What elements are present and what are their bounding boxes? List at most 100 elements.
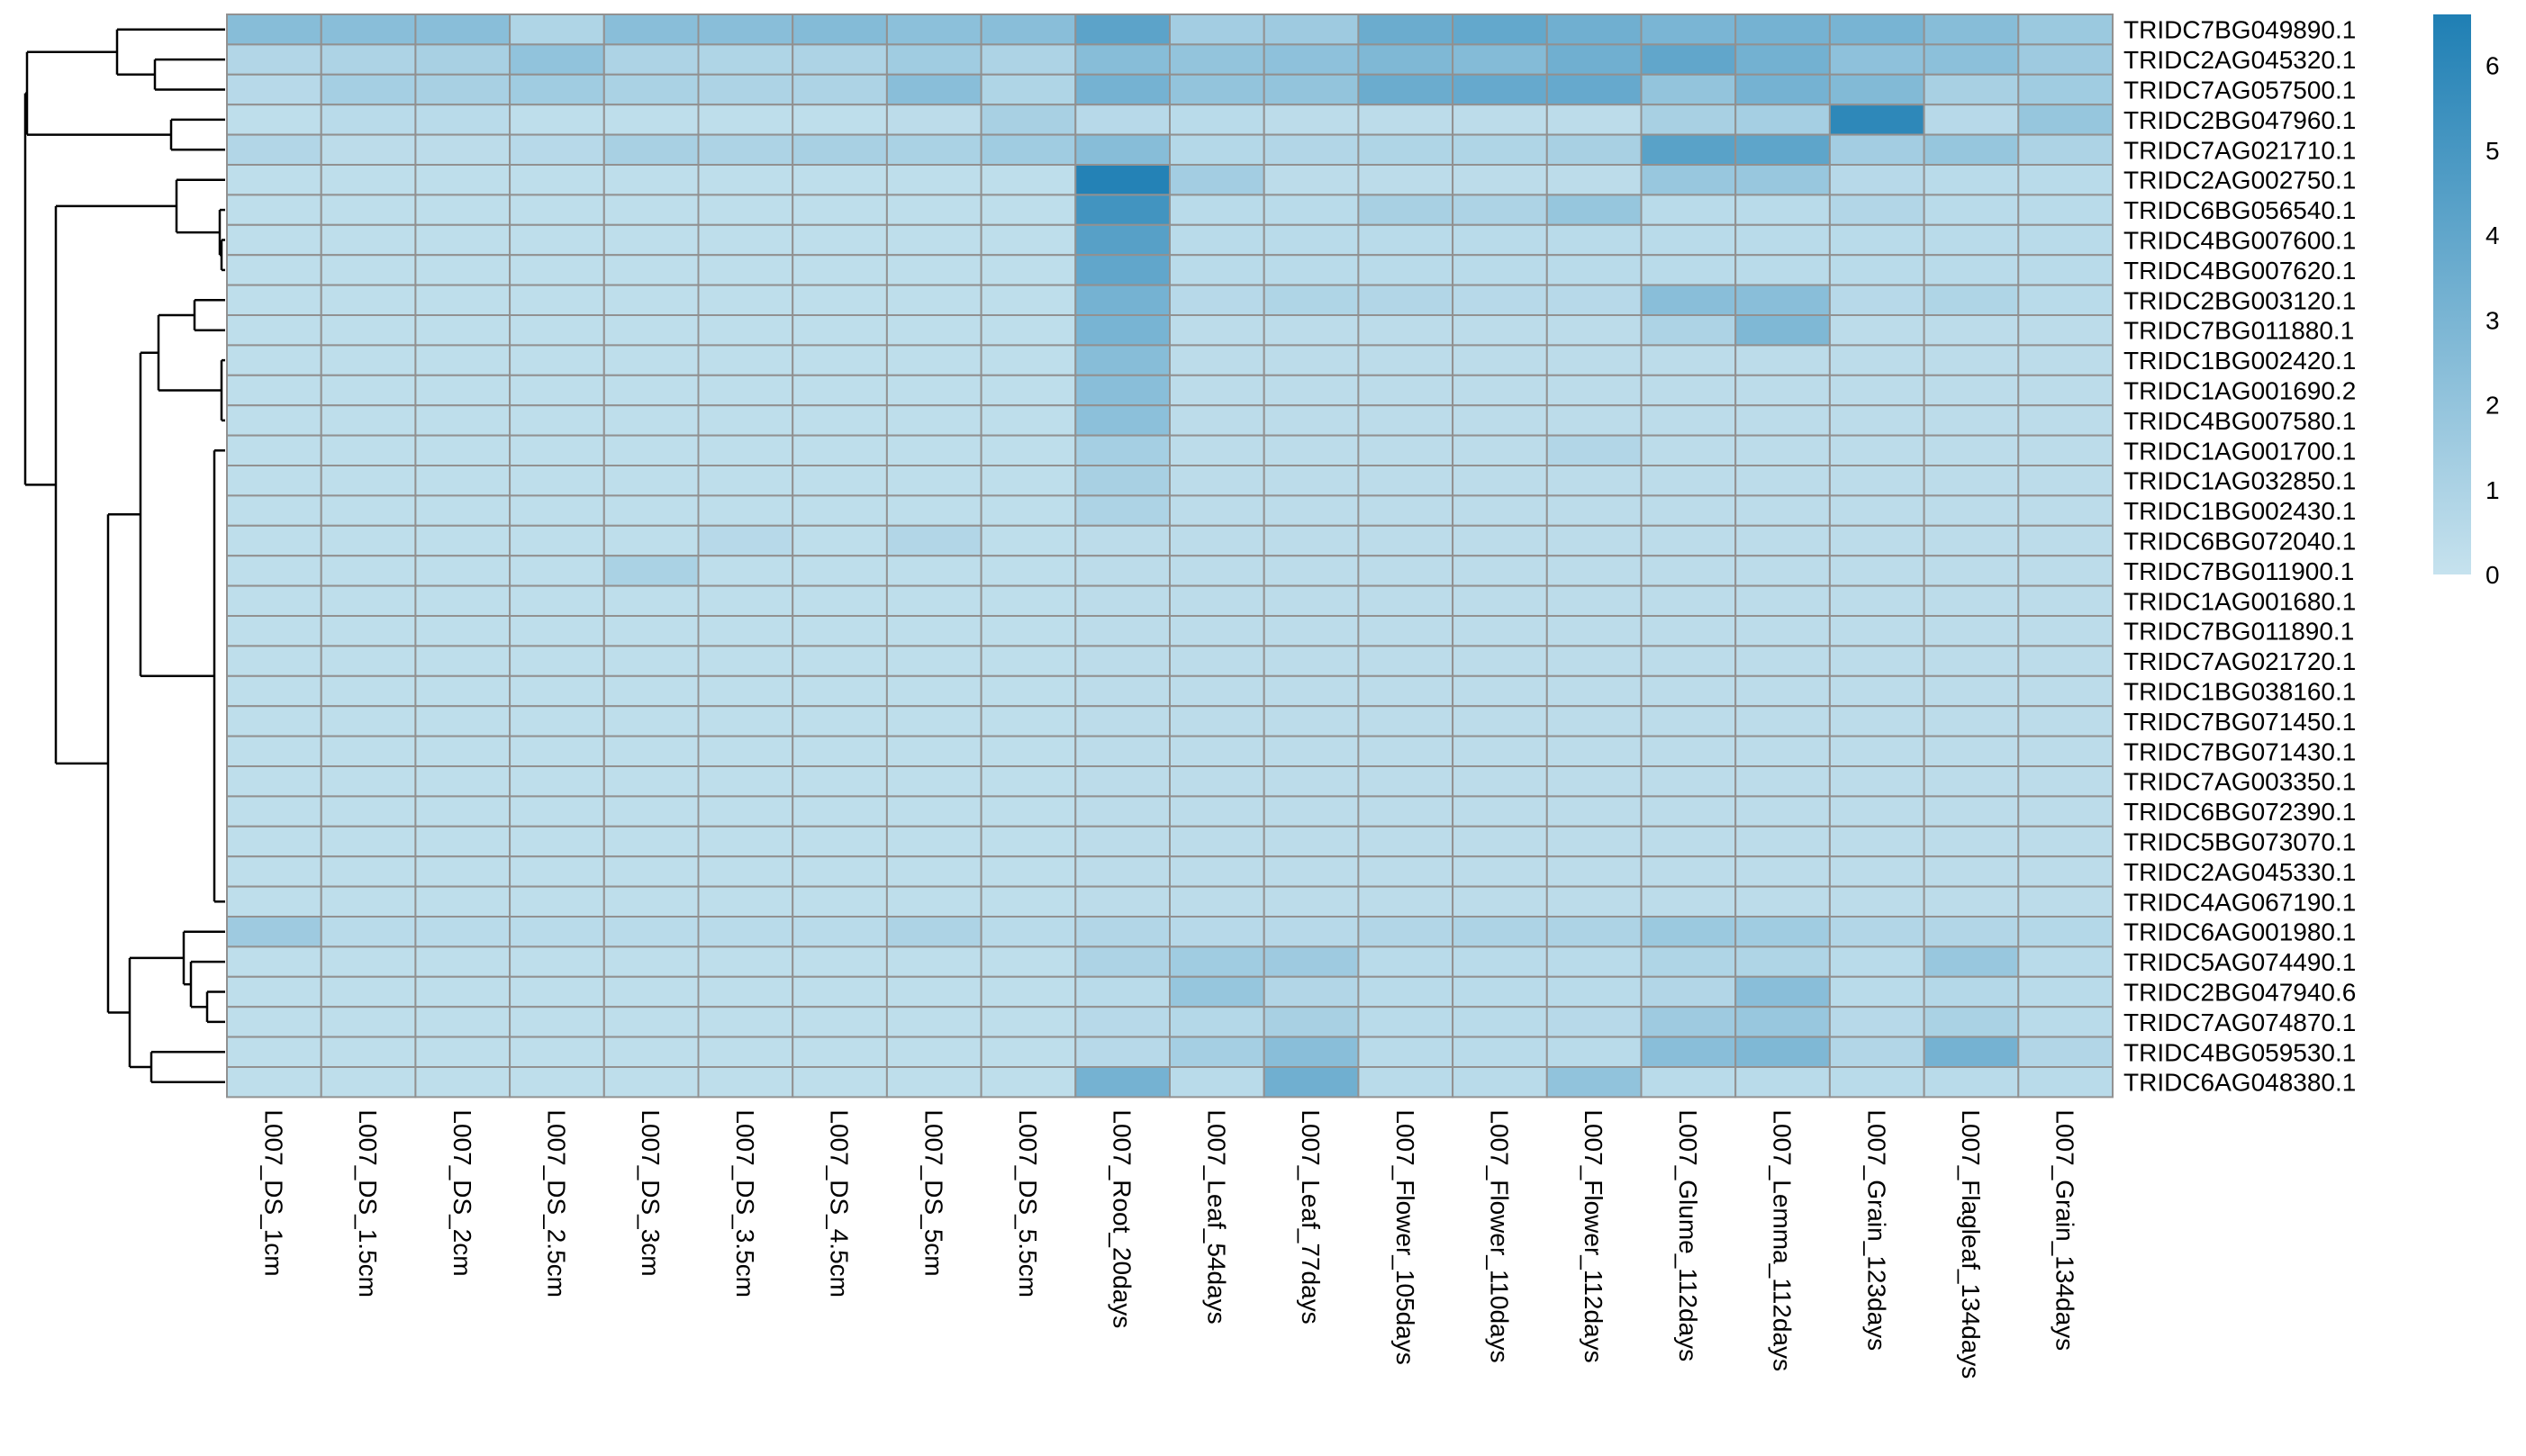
heatmap-cell (1263, 194, 1360, 226)
heatmap-cell (1640, 73, 1737, 106)
heatmap-cell (226, 104, 322, 136)
heatmap-cell (1169, 584, 1265, 617)
heatmap-cell (602, 765, 700, 798)
heatmap-cell (1357, 43, 1454, 76)
row-label: TRIDC7BG071450.1 (2123, 708, 2356, 736)
heatmap-cell (1734, 735, 1831, 767)
heatmap-cell (2017, 1066, 2114, 1099)
heatmap-cell (1923, 43, 2020, 76)
heatmap-cell (885, 795, 982, 827)
heatmap-cell (885, 885, 982, 918)
heatmap-cell (1545, 615, 1643, 647)
heatmap-cell (320, 434, 417, 467)
heatmap-cell (1923, 1035, 2020, 1068)
heatmap-cell (1545, 223, 1643, 257)
heatmap-cell (1828, 855, 1925, 888)
heatmap-cell (1074, 14, 1172, 46)
heatmap-cell (2017, 615, 2114, 647)
heatmap-cell (602, 885, 700, 918)
heatmap-cell (885, 254, 982, 286)
heatmap-cell (1263, 284, 1360, 317)
heatmap-cell (885, 916, 982, 948)
heatmap-cell (792, 73, 888, 106)
heatmap-cell (1074, 194, 1172, 226)
row-label: TRIDC7BG071430.1 (2123, 737, 2356, 765)
heatmap-cell (1263, 765, 1360, 798)
heatmap-cell (1074, 916, 1172, 948)
column-label: L007_Glume_112days (1674, 1109, 1702, 1361)
heatmap-cell (226, 705, 322, 737)
column-label: L007_DS_1.5cm (354, 1109, 382, 1298)
heatmap-cell (697, 555, 794, 587)
heatmap-cell (320, 223, 417, 257)
heatmap-cell (885, 855, 982, 888)
heatmap-cell (1640, 825, 1737, 858)
heatmap-cell (1734, 765, 1831, 798)
heatmap-cell (980, 795, 1077, 827)
heatmap-cell (885, 194, 982, 226)
heatmap-cell (414, 555, 512, 587)
heatmap-cell (1828, 43, 1925, 76)
heatmap-cell (1923, 825, 2020, 858)
heatmap-cell (2017, 374, 2114, 407)
heatmap-cell (1452, 945, 1548, 978)
column-label: L007_Grain_123days (1862, 1109, 1890, 1351)
heatmap-cell (414, 674, 512, 708)
heatmap-cell (1169, 164, 1265, 196)
heatmap-cell (1357, 223, 1454, 257)
heatmap-cell (1545, 465, 1643, 497)
heatmap-cell (792, 795, 888, 827)
heatmap-cell (1263, 645, 1360, 677)
heatmap-cell (1828, 916, 1925, 948)
heatmap-cell (1923, 254, 2020, 286)
heatmap-cell (320, 43, 417, 76)
heatmap-cell (1828, 104, 1925, 136)
heatmap-cell (1074, 133, 1172, 167)
heatmap-cell (509, 735, 605, 767)
heatmap-cell (1169, 885, 1265, 918)
heatmap-cell (1545, 104, 1643, 136)
column-label: L007_DS_5.5cm (1014, 1109, 1042, 1298)
heatmap-cell (320, 404, 417, 437)
heatmap-cell (792, 1006, 888, 1038)
heatmap-cell (1545, 73, 1643, 106)
column-label: L007_Flower_112days (1580, 1109, 1607, 1362)
heatmap-cell (1828, 194, 1925, 226)
heatmap-cell (885, 615, 982, 647)
heatmap-cell (792, 104, 888, 136)
heatmap-cell (1545, 735, 1643, 767)
heatmap-cell (320, 765, 417, 798)
heatmap-cell (602, 104, 700, 136)
heatmap-cell (1545, 1066, 1643, 1099)
heatmap-cell (509, 1035, 605, 1068)
heatmap-cell (1169, 465, 1265, 497)
heatmap-cell (1640, 43, 1737, 76)
column-label: L007_DS_4.5cm (826, 1109, 854, 1298)
heatmap-cell (414, 104, 512, 136)
heatmap-cell (1357, 584, 1454, 617)
heatmap-cell (1545, 975, 1643, 1008)
heatmap-cell (1545, 765, 1643, 798)
heatmap-cell (509, 14, 605, 46)
heatmap-cell (1828, 164, 1925, 196)
heatmap-cell (792, 1035, 888, 1068)
heatmap-cell (1640, 314, 1737, 347)
heatmap-cell (1452, 765, 1548, 798)
heatmap-cell (602, 645, 700, 677)
heatmap-cell (1828, 73, 1925, 106)
heatmap-cell (2017, 104, 2114, 136)
heatmap-cell (697, 73, 794, 106)
heatmap-cell (414, 825, 512, 858)
heatmap-cell (1074, 1006, 1172, 1038)
heatmap-cell (885, 674, 982, 708)
heatmap-cell (1923, 555, 2020, 587)
heatmap-cell (1169, 674, 1265, 708)
heatmap-cell (1828, 765, 1925, 798)
heatmap-cell (1923, 615, 2020, 647)
column-label: L007_DS_1cm (259, 1109, 287, 1276)
heatmap-cell (980, 825, 1077, 858)
heatmap-cell (509, 254, 605, 286)
heatmap-cell (697, 164, 794, 196)
heatmap-cell (980, 916, 1077, 948)
heatmap-cell (697, 735, 794, 767)
